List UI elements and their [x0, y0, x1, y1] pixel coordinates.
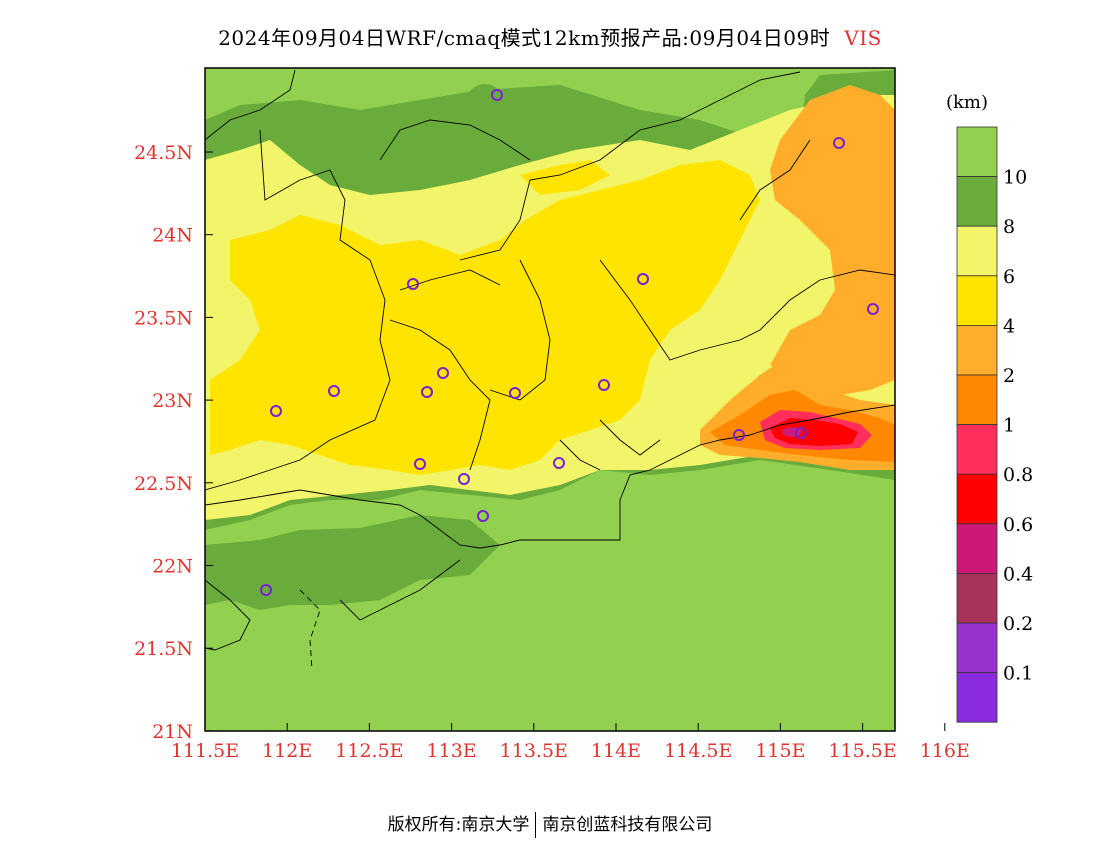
city-marker [328, 385, 340, 397]
legend-swatch [956, 424, 998, 475]
legend-swatch [956, 523, 998, 574]
lon-tick-label: 112E [262, 740, 312, 762]
lon-tick-label: 116E [920, 740, 970, 762]
city-marker [509, 387, 521, 399]
legend-label: 0.6 [1003, 514, 1033, 536]
city-marker [270, 405, 282, 417]
legend-label: 0.8 [1003, 464, 1033, 486]
lon-tick-label: 115.5E [828, 740, 896, 762]
city-marker [437, 367, 449, 379]
lon-tick-label: 114.5E [664, 740, 732, 762]
lon-tick-label: 113E [427, 740, 477, 762]
legend-swatch [956, 225, 998, 277]
title-text: 2024年09月04日WRF/cmaq模式12km预报产品:09月04日09时 [218, 26, 831, 50]
lat-tick-label: 24.5N [134, 142, 193, 164]
lat-tick-label: 23N [152, 390, 193, 412]
lat-tick-label: 24N [152, 225, 193, 247]
legend-swatch [956, 176, 998, 227]
lat-tick-label: 22.5N [134, 473, 193, 495]
city-marker [553, 457, 565, 469]
legend-swatch [956, 672, 998, 723]
legend-label: 2 [1003, 365, 1015, 387]
legend-swatch [956, 324, 998, 376]
lat-tick-label: 21.5N [134, 638, 193, 660]
boundaries [205, 69, 895, 671]
city-marker [260, 584, 272, 596]
field-red [770, 418, 858, 446]
legend-label: 6 [1003, 266, 1015, 288]
footer-copyright: 版权所有:南京大学 [387, 815, 530, 835]
legend-swatch [956, 573, 998, 624]
city-marker [477, 510, 489, 522]
city-marker [491, 89, 503, 101]
lat-tick-label: 21N [152, 721, 193, 743]
longitude-axis: 111.5E 112E 112.5E 113E 113.5E 114E 114.5E 115E… [171, 723, 970, 762]
lon-tick-label: 114E [591, 740, 641, 762]
variable-label: VIS [844, 26, 882, 50]
lon-tick-label: 112.5E [335, 740, 403, 762]
footer-company: 南京创蓝科技有限公司 [542, 815, 713, 835]
city-marker [795, 427, 807, 439]
lon-tick-label: 113.5E [500, 740, 568, 762]
legend: 10 8 6 4 2 1 0.8 0.6 0.4 0.2 0.1 [956, 126, 1033, 723]
field-darkgreen-patch [463, 84, 507, 136]
legend-label: 8 [1003, 216, 1015, 238]
latitude-axis: 24.5N 24N 23.5N 23N 22.5N 22N 21.5N 21N [134, 142, 213, 743]
city-marker [833, 137, 845, 149]
lon-tick-label: 115E [755, 740, 805, 762]
legend-label: 0.4 [1003, 563, 1033, 585]
legend-label: 0.2 [1003, 613, 1033, 635]
legend-unit: (km) [946, 92, 988, 113]
legend-swatch [956, 275, 998, 326]
city-markers [260, 89, 879, 596]
city-marker [598, 379, 610, 391]
legend-label: 1 [1003, 415, 1015, 437]
legend-label: 4 [1003, 315, 1015, 337]
city-marker [733, 429, 745, 441]
field-darkgreen-south [205, 515, 500, 610]
legend-swatch [956, 126, 998, 177]
footer-divider [535, 812, 537, 838]
field-yellow [210, 160, 760, 475]
chart-title: 2024年09月04日WRF/cmaq模式12km预报产品:09月04日09时 V… [0, 22, 1100, 51]
map-frame [204, 67, 896, 732]
lat-tick-label: 22N [152, 556, 193, 578]
field-orange [770, 85, 895, 395]
legend-swatch [956, 473, 998, 525]
city-marker [421, 386, 433, 398]
city-marker [637, 273, 649, 285]
legend-label: 10 [1003, 167, 1027, 189]
lon-tick-label: 111.5E [171, 740, 239, 762]
legend-swatch [956, 374, 998, 425]
field-yellow-north [520, 160, 610, 195]
vis-field [205, 68, 895, 731]
city-marker [414, 458, 426, 470]
lat-tick-label: 23.5N [134, 307, 193, 329]
footer: 版权所有:南京大学 南京创蓝科技有限公司 [0, 810, 1100, 838]
city-marker [458, 473, 470, 485]
city-marker [407, 278, 419, 290]
city-marker [867, 303, 879, 315]
legend-label: 0.1 [1003, 663, 1033, 685]
legend-swatch [956, 622, 998, 673]
